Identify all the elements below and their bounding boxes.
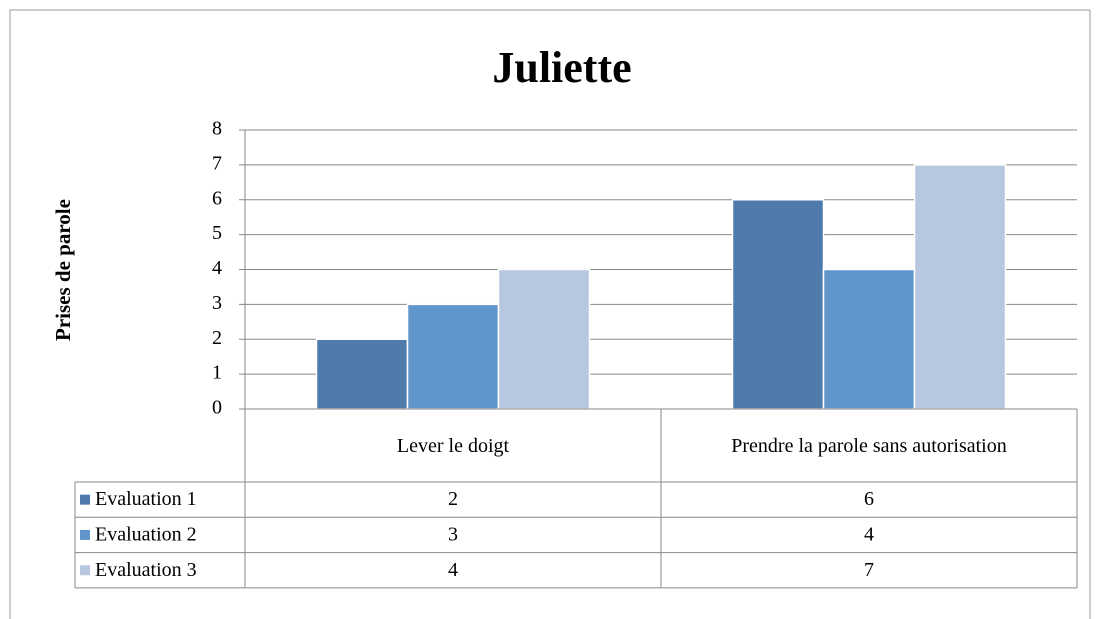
legend-label: Evaluation 2 <box>95 524 197 546</box>
table-value: 6 <box>864 488 874 510</box>
legend-key <box>80 494 90 505</box>
y-tick-label: 0 <box>212 397 222 419</box>
category-cell: Prendre la parole sans autorisation <box>731 434 1007 457</box>
table-value: 4 <box>864 524 874 546</box>
y-tick-label: 4 <box>212 257 222 279</box>
y-tick-label: 7 <box>212 152 222 174</box>
x-tick-label: Lever le doigt <box>396 434 510 457</box>
y-tick-label: 3 <box>212 292 222 314</box>
x-tick-label: Prendre la parole sans autorisation <box>731 434 1007 457</box>
bar <box>913 164 1007 410</box>
legend-key <box>80 529 90 540</box>
y-tick-label: 6 <box>212 187 222 209</box>
category-cell: Lever le doigt <box>396 434 510 457</box>
y-tick-label: 8 <box>212 118 222 140</box>
bar <box>731 199 825 410</box>
y-tick-label: 2 <box>212 327 222 349</box>
bar <box>497 268 591 410</box>
legend-label: Evaluation 1 <box>95 488 197 510</box>
legend-label: Evaluation 3 <box>95 559 197 581</box>
table-value: 4 <box>448 559 458 581</box>
legend-key <box>80 565 90 576</box>
bar <box>406 303 500 410</box>
chart-frame <box>9 9 1091 619</box>
table-value: 2 <box>448 488 458 510</box>
chart-title: Juliette <box>492 43 631 92</box>
y-tick-label: 1 <box>212 362 222 384</box>
bar <box>822 268 916 410</box>
y-tick-label: 5 <box>212 222 222 244</box>
table-value: 7 <box>864 559 874 581</box>
table-value: 3 <box>448 524 458 546</box>
y-axis-label: Prises de parole <box>51 199 75 341</box>
bar <box>315 338 409 410</box>
